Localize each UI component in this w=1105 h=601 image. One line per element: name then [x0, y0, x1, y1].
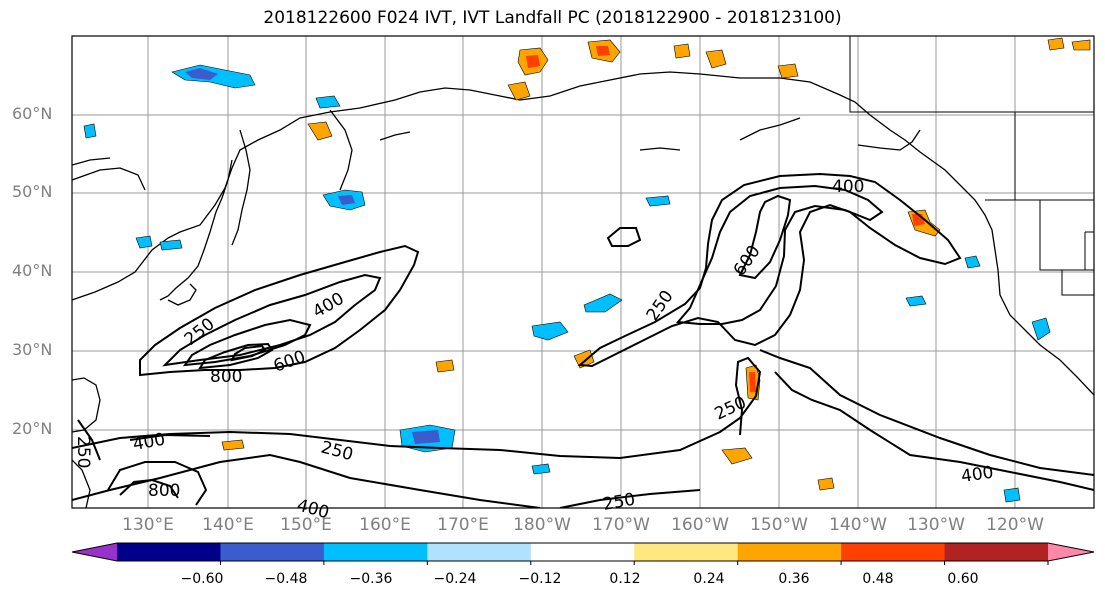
colorbar-segment — [427, 543, 532, 561]
longitude-label: 140°W — [829, 515, 887, 535]
longitude-label: 140°E — [202, 515, 254, 535]
colorbar-extension-min — [72, 543, 117, 561]
colorbar-tick-label: 0.12 — [609, 571, 641, 587]
colorbar-tick-label: −0.24 — [433, 571, 477, 587]
colorbar-segment — [323, 543, 428, 561]
longitude-label: 170°W — [592, 515, 650, 535]
latitude-label: 50°N — [12, 182, 53, 201]
colorbar-segment — [220, 543, 325, 561]
colorbar-tick-label: −0.48 — [264, 571, 308, 587]
longitude-label: 170°E — [437, 515, 489, 535]
longitude-label: 130°E — [122, 515, 174, 535]
colorbar-outline — [71, 542, 1095, 562]
contour-label: 250 — [73, 436, 93, 468]
colorbar-tick-label: 0.24 — [693, 571, 725, 587]
longitude-label: 160°W — [671, 515, 729, 535]
gridlines — [72, 36, 1094, 508]
contour-label: 250 — [601, 490, 636, 515]
map-title: 2018122600 F024 IVT, IVT Landfall PC (20… — [263, 8, 842, 28]
pc-shading-patches — [83, 37, 1091, 503]
latitude-label: 40°N — [12, 261, 53, 280]
contour-label: 800 — [148, 481, 180, 501]
latitude-label: 20°N — [12, 419, 53, 438]
longitude-label: 130°W — [907, 515, 965, 535]
borders — [849, 36, 1094, 296]
contour-label: 400 — [960, 463, 995, 487]
latitude-label: 60°N — [12, 104, 53, 123]
longitude-label: 180°W — [513, 515, 571, 535]
colorbar-segment — [117, 543, 221, 561]
colorbar-tick-label: −0.36 — [349, 571, 393, 587]
colorbar-segment — [841, 543, 946, 561]
colorbar-tick-label: 0.48 — [862, 571, 894, 587]
longitude-label: 150°E — [280, 515, 332, 535]
colorbar-extension-max — [1048, 543, 1094, 561]
longitude-label: 150°W — [750, 515, 808, 535]
colorbar-segment — [944, 543, 1049, 561]
colorbar-segment — [634, 543, 739, 561]
colorbar-tick-label: −0.60 — [180, 571, 224, 587]
colorbar-segment — [530, 543, 635, 561]
colorbar-tick-label: 0.36 — [778, 571, 810, 587]
colorbar-segment — [737, 543, 842, 561]
longitude-label: 160°E — [359, 515, 411, 535]
colorbar-tick-label: −0.12 — [518, 571, 562, 587]
colorbar — [71, 542, 1095, 565]
latitude-label: 30°N — [12, 340, 53, 359]
longitude-label: 120°W — [986, 515, 1044, 535]
contour-label: 800 — [210, 367, 242, 387]
map-frame — [71, 35, 1095, 509]
ivt-contours — [72, 172, 1094, 508]
colorbar-tick-label: 0.60 — [947, 571, 979, 587]
contour-label: 400 — [832, 177, 864, 197]
